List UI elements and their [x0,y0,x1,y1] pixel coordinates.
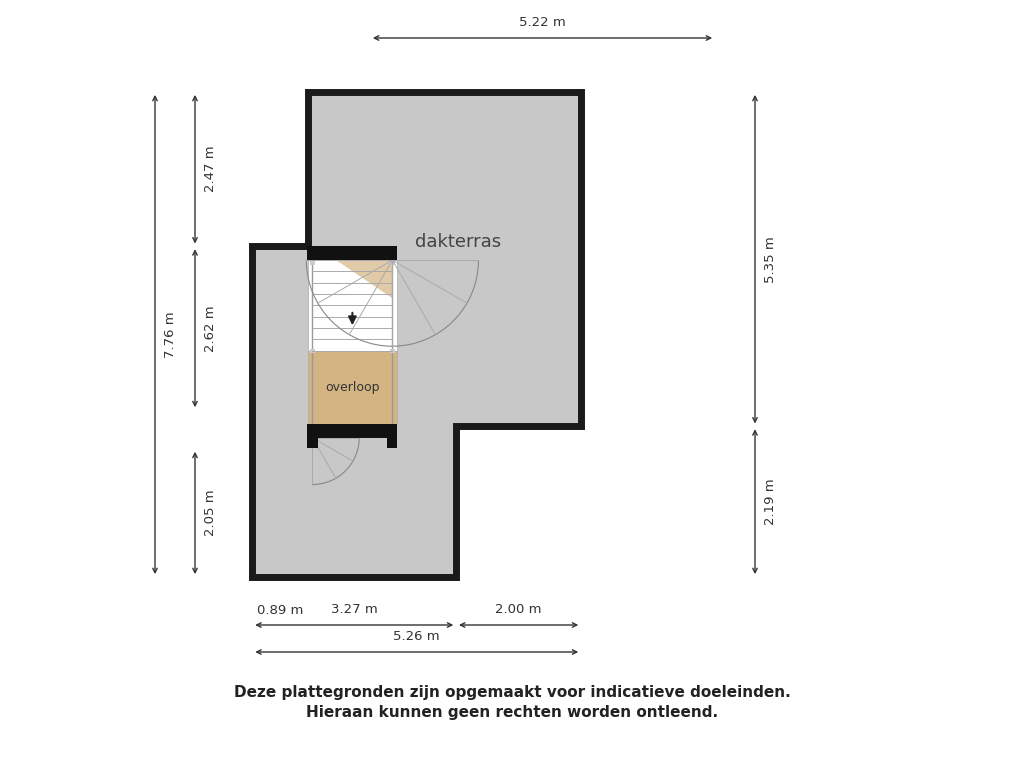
Text: 3.27 m: 3.27 m [331,603,378,616]
Text: overloop: overloop [326,381,380,394]
Text: 7.76 m: 7.76 m [164,311,177,358]
Polygon shape [387,438,397,448]
Polygon shape [307,424,397,438]
Polygon shape [252,92,582,577]
Polygon shape [307,247,397,260]
Text: 2.05 m: 2.05 m [204,490,217,536]
Text: 5.22 m: 5.22 m [519,16,566,29]
Polygon shape [308,351,396,424]
Text: 2.19 m: 2.19 m [764,478,777,525]
Polygon shape [390,260,394,264]
Text: 2.62 m: 2.62 m [204,305,217,352]
Text: 2.00 m: 2.00 m [496,603,542,616]
Text: 5.26 m: 5.26 m [393,630,440,643]
Text: Hieraan kunnen geen rechten worden ontleend.: Hieraan kunnen geen rechten worden ontle… [306,705,718,720]
Polygon shape [336,260,392,298]
Text: Deze plattegronden zijn opgemaakt voor indicatieve doeleinden.: Deze plattegronden zijn opgemaakt voor i… [233,685,791,700]
Polygon shape [310,260,314,264]
Text: 2.47 m: 2.47 m [204,146,217,193]
Polygon shape [310,349,314,353]
Polygon shape [390,349,394,353]
Polygon shape [308,260,396,351]
Text: 0.89 m: 0.89 m [257,604,303,617]
Text: 5.35 m: 5.35 m [764,236,777,283]
Text: dakterras: dakterras [415,233,502,251]
Polygon shape [307,438,318,448]
